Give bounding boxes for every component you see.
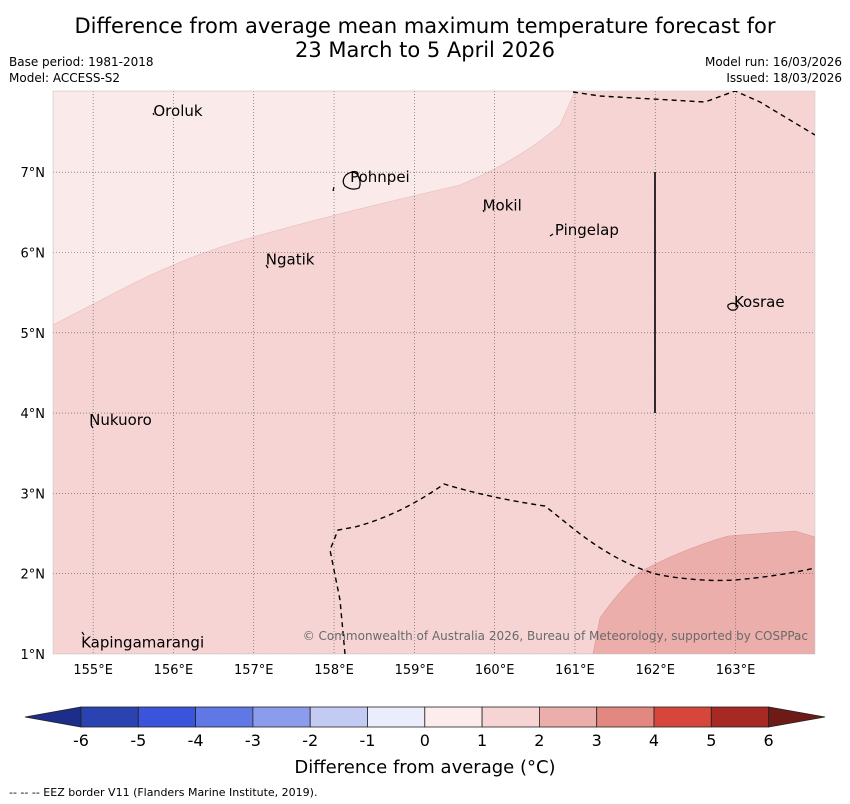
colorbar-extend-high [768,706,826,728]
place-label-ngatik: Ngatik [266,251,315,269]
place-label-oroluk: Oroluk [153,102,202,120]
lon-label: 156°E [154,663,194,678]
base-period: Base period: 1981-2018 [9,55,154,69]
colorbar-tick-label: 0 [420,731,430,750]
ngatik-islet-mark [265,264,269,269]
footer-eez-note: -- -- -- EEZ border V11 (Flanders Marine… [9,786,318,799]
colorbar-tick-label: -5 [130,731,146,750]
place-label-mokil: Mokil [483,197,522,215]
model-run: Model run: 16/03/2026 [704,55,842,69]
colorbar-tick-label: 5 [706,731,716,750]
colorbar-tick-label: 3 [592,731,602,750]
latitude-labels: 7°N 6°N 5°N 4°N 3°N 2°N 1°N [21,166,46,663]
title-line-1: Difference from average mean maximum tem… [74,14,776,38]
lon-label: 158°E [314,663,354,678]
colorbar-segment [424,706,483,728]
oroluk-islet-mark [152,112,155,116]
lat-label: 7°N [21,166,46,181]
colorbar-tick-label: 1 [477,731,487,750]
colorbar-segment [195,706,254,728]
colorbar-tick-label: -2 [302,731,318,750]
anomaly-region-0-to-1 [53,91,576,326]
colorbar-segment [653,706,712,728]
colorbar-segment [80,706,139,728]
issued-date: Issued: 18/03/2026 [726,71,842,85]
nukuoro-islet-mark [90,424,94,429]
place-label-nukuoro: Nukuoro [89,411,152,429]
lon-label: 161°E [555,663,595,678]
longitude-labels: 155°E 156°E 157°E 158°E 159°E 160°E 161°E 162°E… [73,663,755,678]
colorbar-tick-label: -4 [188,731,204,750]
mokil-islet-mark [482,209,485,213]
pohnpei-island-outline [342,171,361,190]
colorbar-segment [710,706,769,728]
eez-border-south [329,483,815,654]
lat-label: 3°N [21,487,46,502]
legend-title: Difference from average (°C) [294,757,556,778]
anomaly-region-2-to-3 [592,530,815,654]
pohnpei-islet-outline [332,186,335,192]
colorbar-tick-label: 6 [764,731,774,750]
lat-label: 1°N [21,648,46,663]
colorbar-segment [481,706,540,728]
pingelap-islet-mark [549,233,554,237]
colorbar-segment [137,706,197,728]
title-line-2: 23 March to 5 April 2026 [295,38,555,62]
lat-label: 2°N [21,568,46,583]
lon-label: 159°E [395,663,435,678]
lat-label: 4°N [21,407,46,422]
colorbar-tick-label: 4 [649,731,659,750]
colorbar-extend-low [24,706,82,728]
lon-label: 162°E [635,663,675,678]
place-label-kosrae: Kosrae [734,293,785,311]
colorbar-tick-label: -3 [245,731,261,750]
lon-label: 155°E [73,663,113,678]
island-outlines [81,112,739,636]
lon-label: 157°E [234,663,274,678]
lon-label: 160°E [475,663,515,678]
colorbar-segment [367,706,426,728]
lat-label: 6°N [21,247,46,262]
eez-border-north [572,91,815,136]
copyright-notice: © Commonwealth of Australia 2026, Bureau… [303,629,808,643]
kosrae-island-outline [727,302,739,311]
colorbar-tick-label: -6 [73,731,89,750]
kapingamarangi-islet-mark [81,631,85,636]
map-frame [52,90,816,655]
lat-label: 5°N [21,327,46,342]
colorbar: -6 -5 -4 -3 -2 -1 0 1 2 3 4 5 6 [24,706,826,750]
place-label-pingelap: Pingelap [555,221,619,239]
colorbar-segment [252,706,311,728]
colorbar-segment [309,706,368,728]
lon-label: 163°E [716,663,756,678]
place-labels: Oroluk Pohnpei Mokil Pingelap Ngatik Kosrae Nu… [81,102,785,652]
colorbar-segment [596,706,655,728]
anomaly-fill-layer [53,91,815,654]
model-name: Model: ACCESS-S2 [9,71,121,85]
place-label-pohnpei: Pohnpei [350,168,410,186]
eez-borders [329,91,815,654]
colorbar-tick-label: 2 [534,731,544,750]
colorbar-tick-label: -1 [360,731,376,750]
place-label-kapingamarangi: Kapingamarangi [81,634,204,652]
colorbar-segment [539,706,598,728]
